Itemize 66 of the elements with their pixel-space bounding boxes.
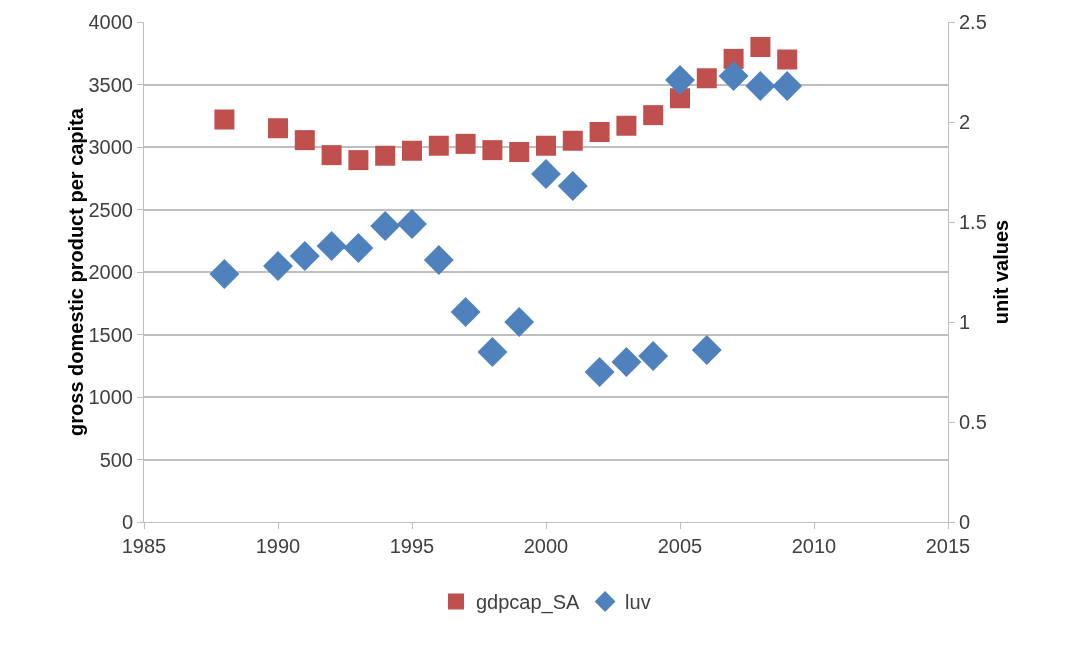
y2-tick-label: 2: [959, 111, 971, 133]
point: [214, 109, 235, 130]
y-axis-title: gross domestic product per capita: [64, 107, 87, 436]
point: [343, 233, 374, 263]
point: [531, 159, 561, 189]
point: [397, 209, 427, 239]
y-tick-label: 2000: [88, 261, 133, 283]
point: [718, 61, 749, 91]
y-tick-label: 2500: [88, 198, 133, 221]
point: [638, 341, 669, 371]
point: [696, 68, 717, 89]
point: [616, 115, 637, 136]
x-tick-label: 2010: [791, 535, 837, 557]
point: [643, 105, 664, 126]
point: [557, 171, 588, 201]
x-tick-label: 1995: [389, 535, 435, 557]
y2-axis-title: unit values: [990, 219, 1012, 325]
point: [289, 241, 320, 271]
point: [268, 118, 288, 139]
legend-label: gdpcap_SA: [476, 591, 581, 615]
y-tick-label: 1000: [88, 386, 133, 408]
x-tick-label: 1990: [255, 535, 301, 557]
point: [402, 140, 422, 161]
y2-tick-label: 0: [959, 511, 971, 533]
y2-tick-label: 0.5: [959, 411, 987, 433]
y2-tick-label: 1.5: [959, 211, 987, 233]
point: [423, 245, 454, 275]
x-tick-label: 2000: [523, 535, 569, 557]
point: [450, 297, 481, 327]
point: [777, 49, 798, 70]
y-tick-label: 0: [121, 511, 133, 533]
point: [428, 135, 449, 156]
point: [321, 145, 342, 166]
point: [348, 150, 369, 171]
point: [316, 231, 347, 261]
y-tick-label: 4000: [88, 11, 133, 33]
point: [209, 259, 240, 289]
point: [611, 347, 642, 377]
y2-tick-label: 1: [959, 311, 971, 333]
y2-tick-label: 2.5: [959, 11, 987, 33]
point: [294, 130, 315, 151]
x-tick-label: 1985: [121, 535, 167, 557]
y-tick-label: 3500: [88, 73, 133, 96]
y-tick-label: 3000: [88, 136, 133, 158]
point: [455, 133, 476, 154]
x-tick-label: 2015: [925, 535, 971, 557]
point: [504, 307, 535, 337]
point: [745, 71, 776, 101]
point: [562, 130, 583, 151]
point: [772, 71, 803, 101]
point: [750, 37, 771, 57]
legend-label: luv: [625, 591, 651, 614]
point: [370, 211, 401, 241]
point: [665, 65, 695, 95]
point: [589, 122, 610, 142]
y-tick-label: 500: [99, 448, 133, 471]
point: [691, 335, 722, 365]
point: [584, 357, 615, 387]
x-tick-label: 2005: [657, 535, 703, 557]
point: [482, 140, 503, 161]
point: [375, 145, 396, 166]
point: [509, 142, 530, 162]
y-tick-label: 1500: [88, 323, 133, 346]
point: [536, 135, 556, 156]
point: [263, 251, 293, 281]
point: [477, 337, 508, 367]
